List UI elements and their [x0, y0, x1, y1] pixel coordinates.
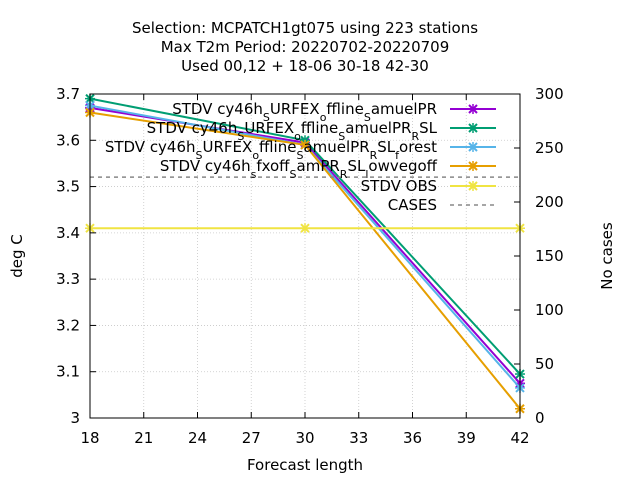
y2-tick-label: 200: [535, 193, 564, 211]
legend-label-6: CASES: [388, 196, 437, 214]
y2-tick-label: 100: [535, 301, 564, 319]
y2-tick-label: 250: [535, 139, 564, 157]
legend-marker: [468, 123, 478, 133]
y2-tick-label: 50: [535, 355, 554, 373]
x-tick-label: 42: [510, 429, 529, 447]
x-tick-label: 30: [295, 429, 314, 447]
chart-title-line-2: Max T2m Period: 20220702-20220709: [161, 38, 450, 56]
legend-marker: [468, 142, 478, 152]
x-tick-label: 27: [242, 429, 261, 447]
series-lines: [85, 93, 525, 414]
y-tick-label: 3.6: [56, 131, 80, 149]
y-axis-label: deg C: [8, 234, 26, 278]
y-tick-label: 3.5: [56, 178, 80, 196]
y-tick-label: 3: [70, 409, 80, 427]
legend-marker: [468, 181, 478, 191]
legend-marker: [468, 161, 478, 171]
y-axis: 3 3.1 3.2 3.3 3.4 3.5 3.6 3.7: [56, 85, 96, 427]
legend-label-1: STDV cy46hS​URFEXo​fflineS​amuelPR: [172, 100, 437, 124]
x-tick-label: 39: [457, 429, 476, 447]
legend-label-4: STDV cy46hs​fxoffS​amPRR​SLl​owvegoff: [160, 157, 438, 181]
x-tick-label: 21: [134, 429, 153, 447]
legend-label-3: STDV cy46hS​URFEXo​fflineS​amuelPRR​SLf​…: [105, 138, 437, 162]
x-tick-label: 33: [349, 429, 368, 447]
x-tick-label: 36: [403, 429, 422, 447]
data-point: [300, 223, 310, 234]
chart-title-line-1: Selection: MCPATCH1gt075 using 223 stati…: [132, 19, 478, 37]
x-axis-label: Forecast length: [247, 456, 363, 474]
y-tick-label: 3.1: [56, 363, 80, 381]
y-tick-label: 3.4: [56, 224, 80, 242]
legend-label-5: STDV OBS: [361, 177, 437, 195]
chart-title-line-3: Used 00,12 + 18-06 30-18 42-30: [181, 57, 429, 75]
data-point: [300, 139, 310, 150]
y2-axis-label: No cases: [598, 222, 616, 290]
y-tick-label: 3.3: [56, 270, 80, 288]
y2-tick-label: 0: [535, 409, 545, 427]
y-tick-label: 3.2: [56, 316, 80, 334]
chart-title: Selection: MCPATCH1gt075 using 223 stati…: [132, 19, 478, 75]
x-axis: 18 21 24 27 30 33 36 39 42: [80, 94, 530, 447]
x-tick-label: 18: [80, 429, 99, 447]
y2-axis: 0 50 100 150 200 250 300: [514, 85, 564, 427]
y2-tick-label: 300: [535, 85, 564, 103]
y-tick-label: 3.7: [56, 85, 80, 103]
legend-marker: [468, 104, 478, 114]
x-tick-label: 24: [188, 429, 207, 447]
y2-tick-label: 150: [535, 247, 564, 265]
legend-label-2: STDV cy46hS​URFEXo​fflineS​amuelPRR​SL: [147, 119, 438, 143]
